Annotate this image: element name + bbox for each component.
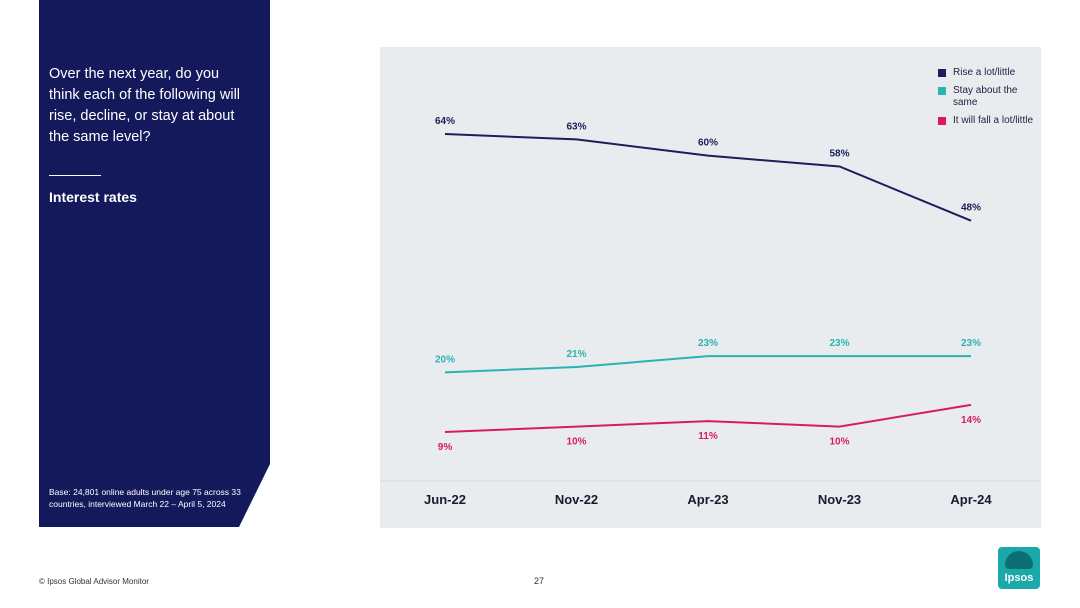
- data-label: 9%: [438, 442, 453, 453]
- logo-text: Ipsos: [1004, 572, 1034, 584]
- legend-item-same: Stay about the same: [938, 85, 1038, 109]
- legend-swatch-rise: [938, 69, 946, 77]
- divider-line: [49, 175, 101, 176]
- base-note: Base: 24,801 online adults under age 75 …: [49, 487, 241, 509]
- data-label: 11%: [698, 431, 718, 442]
- topic-title: Interest rates: [49, 189, 137, 205]
- footer-source: © Ipsos Global Advisor Monitor: [39, 577, 149, 586]
- x-tick-label: Nov-23: [818, 492, 861, 507]
- line-chart: Jun-22 Nov-22 Apr-23 Nov-23 Apr-24 64% 63% 60% 5…: [380, 116, 1041, 507]
- x-tick-label: Nov-22: [555, 492, 598, 507]
- legend-label-same: Stay about the same: [953, 85, 1018, 108]
- data-label: 58%: [829, 149, 849, 160]
- data-label: 48%: [961, 203, 981, 214]
- legend-label-rise: Rise a lot/little: [953, 67, 1016, 78]
- data-label: 23%: [961, 338, 981, 349]
- logo-mark-icon: [1005, 551, 1033, 569]
- legend: Rise a lot/little Stay about the same It…: [938, 67, 1038, 133]
- ipsos-logo: Ipsos: [998, 547, 1040, 589]
- legend-item-fall: It will fall a lot/little: [938, 115, 1038, 127]
- series-line-2: [444, 403, 972, 433]
- legend-swatch-same: [938, 87, 946, 95]
- x-tick-label: Apr-24: [950, 492, 992, 507]
- legend-label-fall: It will fall a lot/little: [953, 115, 1034, 126]
- data-label: 63%: [566, 121, 586, 132]
- x-tick-label: Jun-22: [424, 492, 466, 507]
- x-tick-label: Apr-23: [687, 492, 728, 507]
- data-label: 23%: [698, 338, 718, 349]
- data-label: 20%: [435, 354, 455, 365]
- legend-item-rise: Rise a lot/little: [938, 67, 1038, 79]
- data-label: 23%: [829, 338, 849, 349]
- chart-panel: Jun-22 Nov-22 Apr-23 Nov-23 Apr-24 64% 63% 60% 5…: [380, 47, 1041, 528]
- data-label: 14%: [961, 415, 981, 426]
- series-line-1: [444, 355, 971, 374]
- page-number: 27: [534, 576, 545, 586]
- series-line-0: [444, 133, 972, 222]
- side-panel: Over the next year, do you think each of…: [39, 0, 270, 527]
- data-label: 60%: [698, 138, 718, 149]
- data-label: 64%: [435, 116, 455, 127]
- data-label: 10%: [829, 437, 849, 448]
- question-text: Over the next year, do you think each of…: [49, 66, 241, 145]
- data-label: 10%: [566, 437, 586, 448]
- legend-swatch-fall: [938, 117, 946, 125]
- data-label: 21%: [566, 349, 586, 360]
